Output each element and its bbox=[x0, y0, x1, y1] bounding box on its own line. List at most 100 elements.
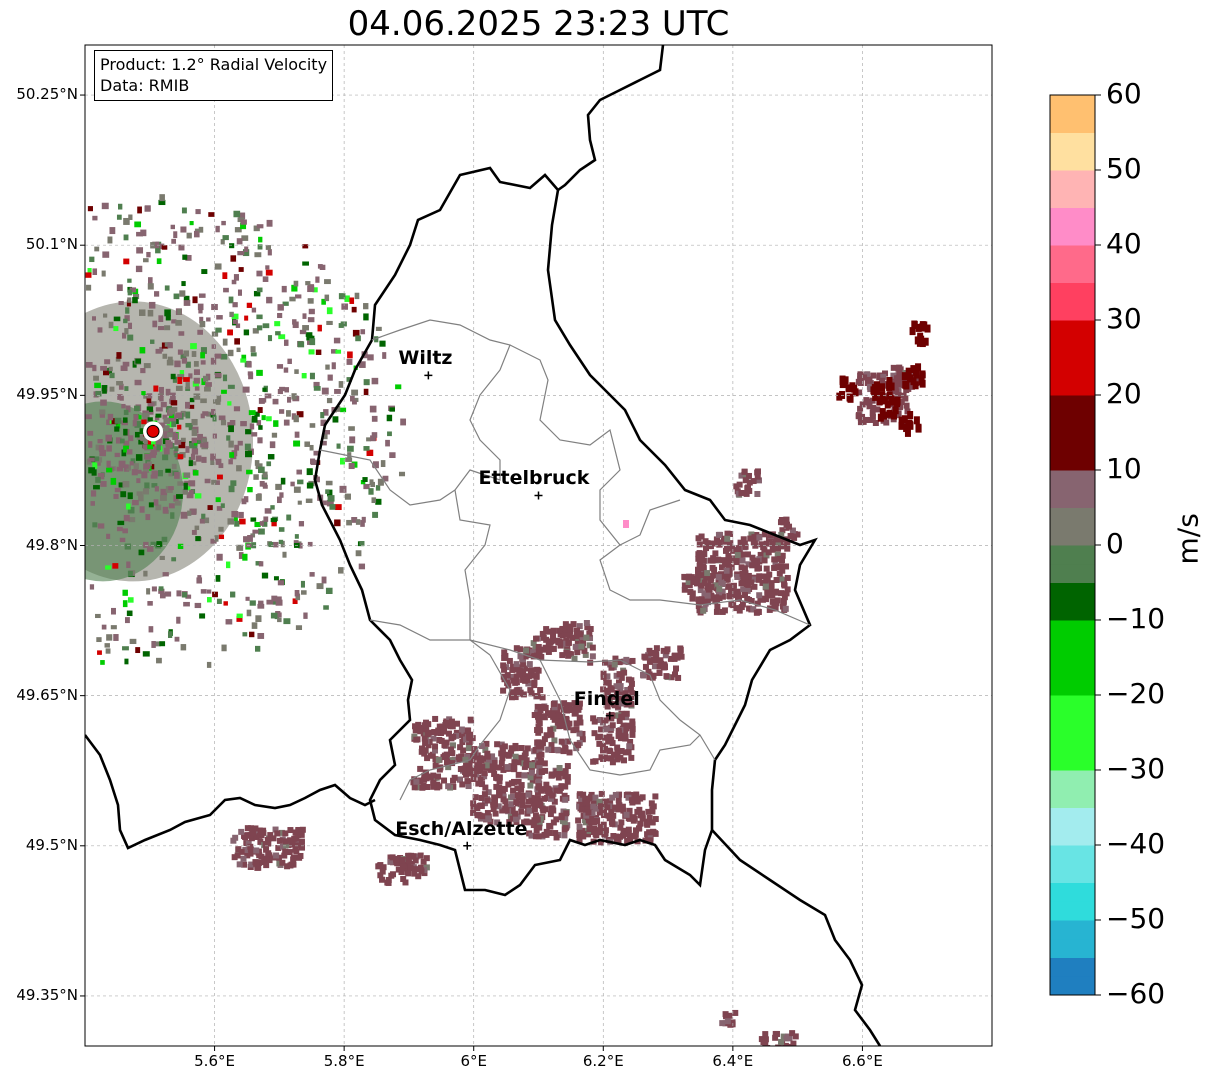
colorbar-segment bbox=[1050, 245, 1095, 265]
colorbar-segment bbox=[1050, 957, 1095, 977]
colorbar-segment bbox=[1050, 920, 1095, 940]
german-border bbox=[557, 45, 665, 192]
colorbar-segment bbox=[1050, 807, 1095, 827]
latitude-tick-label: 49.95°N bbox=[16, 385, 78, 404]
city-marker bbox=[534, 491, 543, 500]
map-frame bbox=[84, 44, 993, 1047]
eastern-border bbox=[711, 829, 882, 1046]
latitude-tick-label: 49.35°N bbox=[16, 985, 78, 1004]
colorbar-unit-label: m/s bbox=[1171, 513, 1205, 565]
colorbar-segment bbox=[1050, 657, 1095, 677]
colorbar-segment bbox=[1050, 320, 1095, 340]
colorbar-segment bbox=[1050, 582, 1095, 602]
colorbar-tick-label: 40 bbox=[1106, 227, 1142, 260]
colorbar-segment bbox=[1050, 826, 1095, 846]
colorbar-tick-label: −40 bbox=[1106, 827, 1166, 860]
latitude-tick-label: 49.8°N bbox=[25, 535, 78, 554]
product-info-box: Product: 1.2° Radial Velocity Data: RMIB bbox=[94, 50, 334, 101]
colorbar-segment bbox=[1050, 976, 1095, 996]
colorbar-segment bbox=[1050, 901, 1095, 921]
colorbar-segment bbox=[1050, 113, 1095, 133]
colorbar-segment bbox=[1050, 132, 1095, 152]
colorbar-segment bbox=[1050, 451, 1095, 471]
colorbar-segment bbox=[1050, 601, 1095, 621]
colorbar-segment bbox=[1050, 545, 1095, 565]
colorbar-segment bbox=[1050, 788, 1095, 808]
colorbar-segment bbox=[1050, 695, 1095, 715]
canton-border bbox=[371, 319, 511, 656]
colorbar-segment bbox=[1050, 432, 1095, 452]
colorbar-segment bbox=[1050, 263, 1095, 283]
canton-border bbox=[599, 544, 811, 626]
colorbar-tick-label: 50 bbox=[1106, 152, 1142, 185]
data-source-label: Data: RMIB bbox=[100, 76, 190, 95]
french-border bbox=[85, 734, 376, 850]
latitude-tick-label: 49.65°N bbox=[16, 685, 78, 704]
longitude-tick-label: 5.8°E bbox=[323, 1052, 365, 1070]
canton-border bbox=[399, 654, 511, 801]
echo-layer bbox=[85, 194, 931, 1046]
canton-border bbox=[369, 619, 716, 761]
product-label: Product: 1.2° Radial Velocity bbox=[100, 55, 328, 74]
colorbar-segment bbox=[1050, 395, 1095, 415]
radar-site-marker bbox=[146, 424, 160, 438]
colorbar-segment bbox=[1050, 207, 1095, 227]
colorbar-segment bbox=[1050, 338, 1095, 358]
colorbar-segment bbox=[1050, 882, 1095, 902]
colorbar-segment bbox=[1050, 488, 1095, 508]
city-marker bbox=[424, 371, 433, 380]
colorbar-segment bbox=[1050, 301, 1095, 321]
canton-border bbox=[509, 344, 681, 546]
city-marker bbox=[463, 841, 472, 850]
map-title: 04.06.2025 23:23 UTC bbox=[347, 4, 730, 44]
colorbar-segment bbox=[1050, 770, 1095, 790]
colorbar-segment bbox=[1050, 188, 1095, 208]
city-label: Wiltz bbox=[398, 347, 453, 370]
colorbar-tick-label: 10 bbox=[1106, 452, 1142, 485]
longitude-tick-label: 6°E bbox=[460, 1052, 487, 1070]
colorbar-segment bbox=[1050, 357, 1095, 377]
borders bbox=[85, 45, 882, 1046]
colorbar-segment bbox=[1050, 938, 1095, 958]
colorbar-segment bbox=[1050, 713, 1095, 733]
city-label: Ettelbruck bbox=[478, 467, 590, 490]
colorbar-segment bbox=[1050, 676, 1095, 696]
canton-border bbox=[319, 449, 456, 506]
colorbar-segment bbox=[1050, 620, 1095, 640]
longitude-tick-label: 6.4°E bbox=[712, 1052, 754, 1070]
colorbar-tick-label: −60 bbox=[1106, 977, 1166, 1010]
canton-border bbox=[539, 659, 701, 776]
city-label: Findel bbox=[573, 687, 640, 710]
colorbar-segment bbox=[1050, 282, 1095, 302]
colorbar-segment bbox=[1050, 470, 1095, 490]
colorbar-segment bbox=[1050, 751, 1095, 771]
longitude-tick-label: 6.6°E bbox=[842, 1052, 883, 1070]
colorbar bbox=[1049, 94, 1101, 996]
colorbar-segment bbox=[1050, 151, 1095, 171]
colorbar-segment bbox=[1050, 95, 1095, 115]
colorbar-segment bbox=[1050, 526, 1095, 546]
colorbar-tick-label: −50 bbox=[1106, 902, 1166, 935]
colorbar-segment bbox=[1050, 170, 1095, 190]
colorbar-segment bbox=[1050, 845, 1095, 865]
longitude-tick-label: 5.6°E bbox=[194, 1052, 235, 1070]
colorbar-segment bbox=[1050, 732, 1095, 752]
colorbar-segment bbox=[1050, 413, 1095, 433]
colorbar-tick-label: 30 bbox=[1106, 302, 1142, 335]
markers bbox=[143, 371, 614, 850]
colorbar-segment bbox=[1050, 376, 1095, 396]
colorbar-tick-label: 0 bbox=[1106, 527, 1124, 560]
luxembourg-border bbox=[313, 166, 818, 897]
colorbar-segment bbox=[1050, 638, 1095, 658]
colorbar-tick-label: −20 bbox=[1106, 677, 1166, 710]
longitude-tick-label: 6.2°E bbox=[582, 1052, 624, 1070]
colorbar-segment bbox=[1050, 563, 1095, 583]
colorbar-segment bbox=[1050, 863, 1095, 883]
colorbar-tick-label: 60 bbox=[1106, 77, 1142, 110]
colorbar-tick-label: 20 bbox=[1106, 377, 1142, 410]
city-marker bbox=[605, 711, 614, 720]
colorbar-segment bbox=[1050, 226, 1095, 246]
colorbar-tick-label: −10 bbox=[1106, 602, 1166, 635]
colorbar-segment bbox=[1050, 507, 1095, 527]
